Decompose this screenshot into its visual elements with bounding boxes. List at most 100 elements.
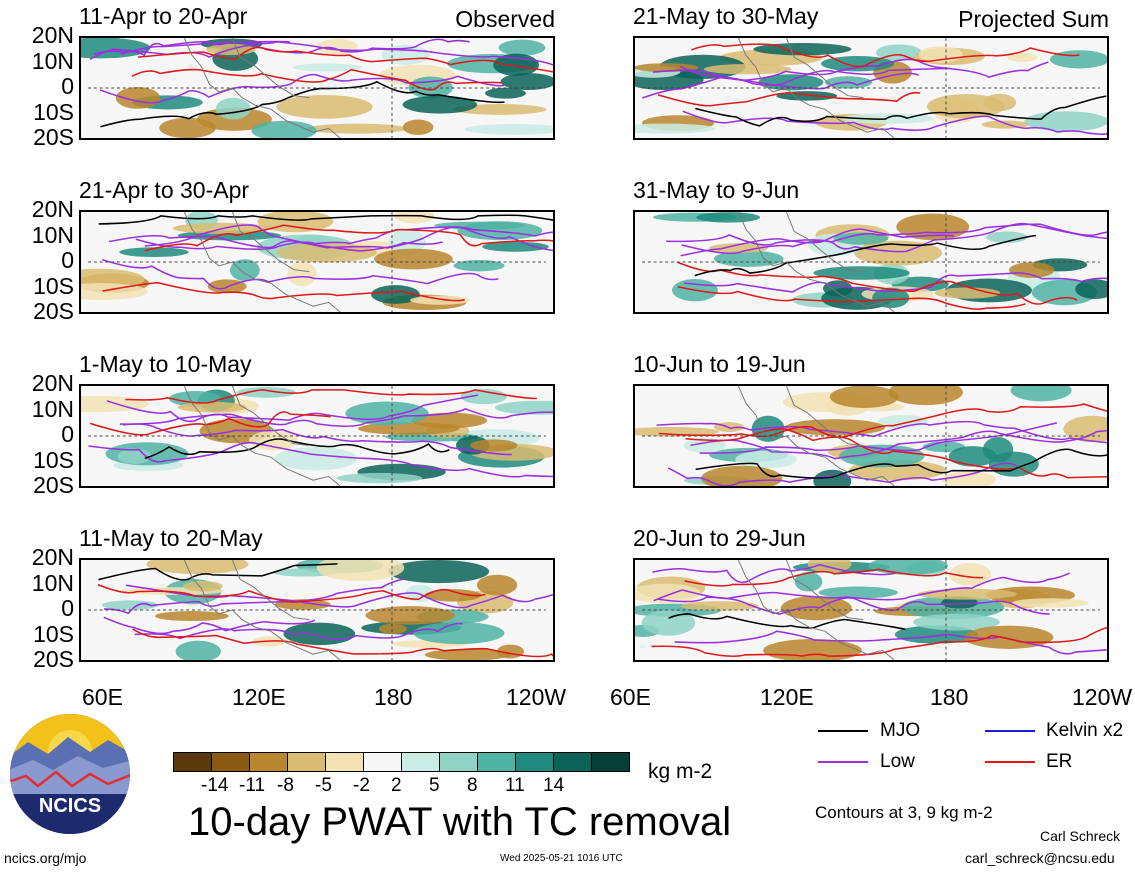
author-name: Carl Schreck bbox=[1040, 828, 1121, 844]
pwat-anomaly-blob bbox=[484, 87, 526, 99]
pwat-anomaly-blob bbox=[635, 123, 716, 134]
pwat-anomaly-blob bbox=[292, 63, 363, 72]
colorbar-label: -2 bbox=[353, 775, 370, 796]
low-contour bbox=[103, 616, 316, 635]
low-contour bbox=[674, 630, 1107, 655]
pwat-anomaly-blob bbox=[913, 613, 1000, 631]
colorbar-label: 5 bbox=[429, 775, 440, 796]
colorbar-label: -8 bbox=[277, 775, 294, 796]
pwat-anomaly-blob bbox=[829, 386, 899, 409]
pwat-anomaly-blob bbox=[888, 386, 963, 406]
pwat-map bbox=[88, 560, 553, 660]
panel-title: 21-Apr to 30-Apr bbox=[79, 177, 250, 203]
low-contour bbox=[99, 73, 505, 104]
colorbar-swatch bbox=[287, 752, 326, 772]
pwat-anomaly-blob bbox=[680, 601, 759, 611]
pwat-anomaly-blob bbox=[635, 426, 719, 437]
er-contour bbox=[89, 411, 331, 436]
low-contour bbox=[683, 272, 1107, 293]
colorbar-label: -5 bbox=[315, 775, 332, 796]
lat-label: 10N bbox=[31, 395, 74, 422]
pwat-anomaly-blob bbox=[276, 95, 373, 119]
map-panel: 1-May to 10-May bbox=[79, 353, 555, 488]
site-link[interactable]: ncics.org/mjo bbox=[4, 850, 87, 866]
lat-label: 10S bbox=[33, 98, 74, 125]
colorbar-label: 2 bbox=[391, 775, 402, 796]
pwat-anomaly-blob bbox=[948, 446, 997, 467]
low-contour bbox=[681, 223, 1107, 255]
low-contour bbox=[101, 258, 499, 290]
colorbar-label: 14 bbox=[543, 775, 565, 796]
pwat-anomaly-blob bbox=[251, 120, 317, 138]
panel-title: 11-May to 20-May bbox=[79, 525, 263, 551]
pwat-anomaly-blob bbox=[498, 39, 546, 56]
lon-label-180-right: 180 bbox=[930, 684, 969, 710]
logo-text: NCICS bbox=[39, 795, 101, 817]
colorbar-label: -11 bbox=[239, 775, 266, 796]
pwat-anomaly-blob bbox=[1063, 415, 1107, 443]
er-contour bbox=[125, 389, 537, 404]
pwat-anomaly-blob bbox=[1008, 262, 1055, 278]
low-contour bbox=[641, 72, 919, 99]
coastline bbox=[737, 212, 895, 312]
lon-label-120e-right: 120E bbox=[760, 684, 814, 710]
colorbar-swatch bbox=[249, 752, 288, 772]
map-frame bbox=[633, 36, 1109, 140]
map-panel: 31-May to 9-Jun bbox=[633, 179, 1109, 314]
coastline bbox=[183, 560, 341, 660]
pwat-anomaly-blob bbox=[641, 610, 696, 636]
pwat-anomaly-blob bbox=[1007, 52, 1038, 63]
er-contour bbox=[685, 428, 1107, 479]
low-contour bbox=[88, 441, 553, 478]
colorbar-units: kg m-2 bbox=[648, 760, 713, 783]
pwat-anomaly-blob bbox=[758, 74, 824, 91]
lat-label: 20S bbox=[33, 124, 74, 150]
pwat-map bbox=[81, 38, 553, 138]
colorbar-swatch bbox=[363, 752, 402, 772]
lat-label: 10N bbox=[31, 47, 74, 74]
legend-line-er bbox=[985, 761, 1035, 763]
pwat-anomaly-blob bbox=[735, 450, 797, 469]
author-email: carl_schreck@ncsu.edu bbox=[965, 850, 1115, 866]
lon-label-120w: 120W bbox=[506, 684, 567, 710]
pwat-anomaly-blob bbox=[494, 400, 553, 415]
low-contour bbox=[122, 423, 512, 456]
pwat-anomaly-blob bbox=[941, 471, 996, 486]
pwat-anomaly-blob bbox=[374, 248, 453, 270]
lat-label: 0 bbox=[61, 421, 74, 447]
pwat-anomaly-blob bbox=[287, 261, 317, 287]
er-contour bbox=[102, 281, 465, 302]
lat-label: 0 bbox=[61, 73, 74, 99]
low-contour bbox=[125, 584, 553, 609]
pwat-anomaly-blob bbox=[482, 241, 549, 252]
lat-label: 10S bbox=[33, 620, 74, 647]
low-contour bbox=[667, 462, 1018, 486]
legend-label-low: Low bbox=[880, 751, 915, 772]
pwat-anomaly-blob bbox=[388, 228, 426, 255]
lat-label: 10S bbox=[33, 272, 74, 299]
mjo-contour bbox=[100, 80, 505, 128]
pwat-anomaly-blob bbox=[842, 113, 934, 124]
map-frame bbox=[79, 210, 555, 314]
pwat-anomaly-blob bbox=[917, 588, 1017, 600]
pwat-anomaly-blob bbox=[146, 560, 249, 575]
pwat-anomaly-blob bbox=[1012, 598, 1089, 608]
er-contour bbox=[677, 285, 1026, 310]
pwat-anomaly-blob bbox=[316, 560, 405, 582]
legend-label-mjo: MJO bbox=[880, 720, 921, 741]
pwat-anomaly-blob bbox=[1049, 50, 1107, 69]
er-contour bbox=[651, 626, 1107, 658]
pwat-anomaly-blob bbox=[276, 242, 377, 263]
mjo-contour bbox=[98, 214, 553, 225]
pwat-anomaly-blob bbox=[949, 562, 992, 586]
low-contour bbox=[652, 67, 951, 81]
pwat-anomaly-blob bbox=[424, 589, 482, 602]
map-frame bbox=[633, 558, 1109, 662]
mjo-contour bbox=[695, 448, 1107, 479]
lon-label-60e: 60E bbox=[82, 684, 123, 710]
pwat-anomaly-blob bbox=[119, 247, 189, 257]
pwat-anomaly-blob bbox=[81, 38, 151, 59]
mjo-contour bbox=[694, 234, 1036, 277]
colorbar-swatch bbox=[173, 752, 212, 772]
ncics-logo: NCICS bbox=[8, 712, 133, 837]
